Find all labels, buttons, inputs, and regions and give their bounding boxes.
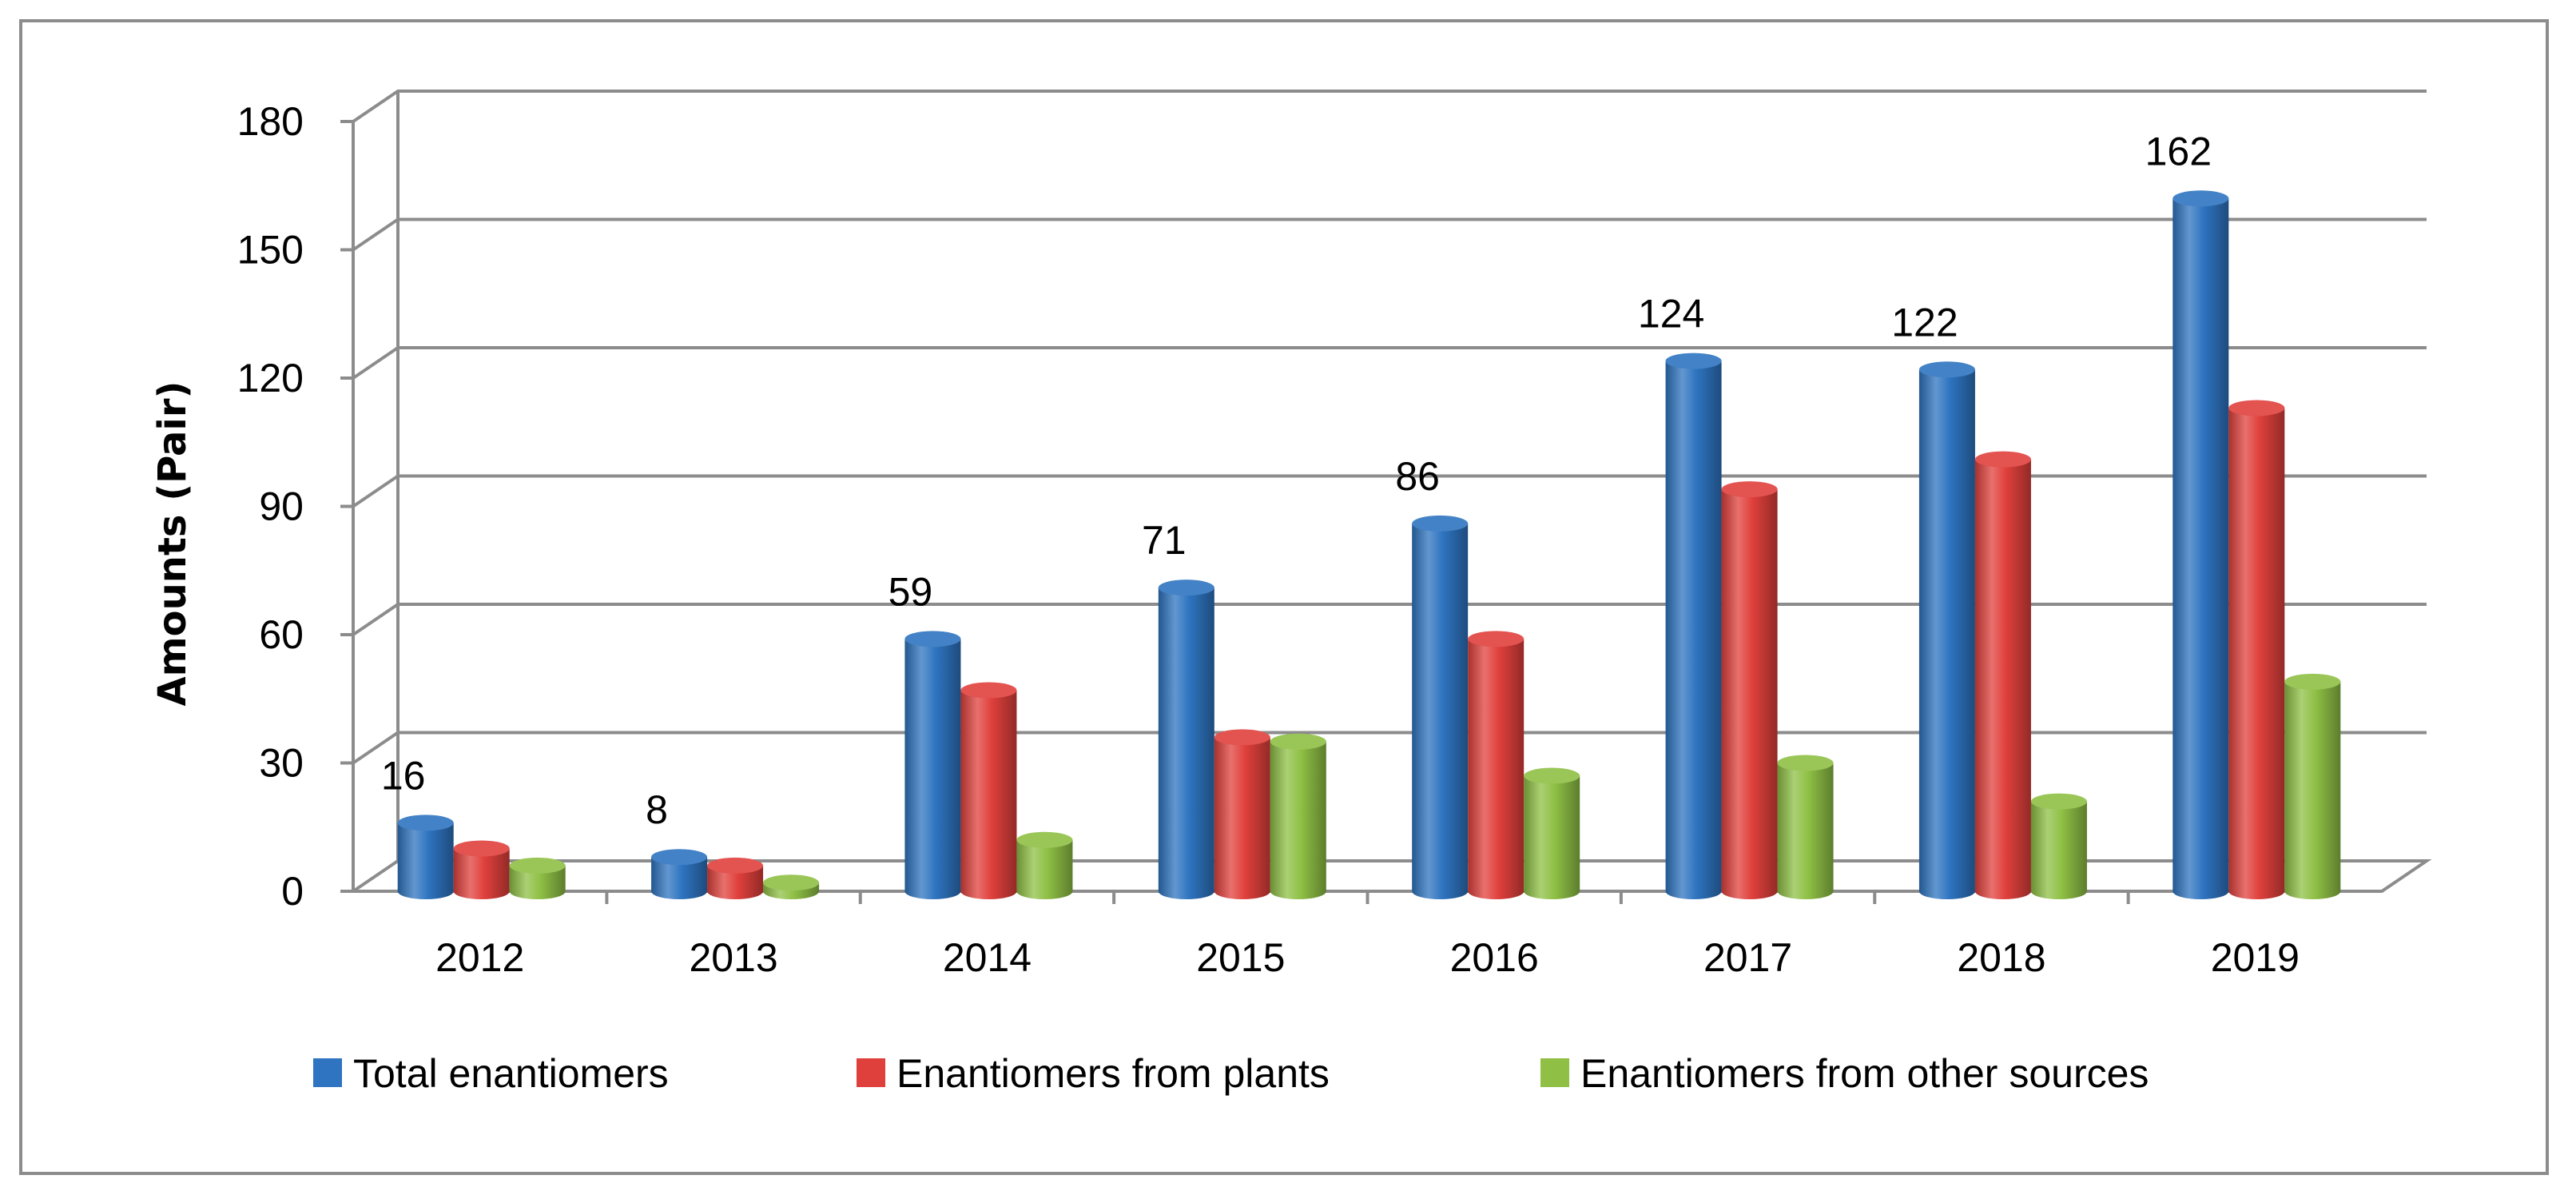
bar-enantiomers-from-plants-2018 — [1974, 451, 2031, 899]
bar-enantiomers-from-plants-2014 — [960, 682, 1017, 899]
x-tick-label-2018: 2018 — [1957, 935, 2045, 980]
bar-enantiomers-from-other-sources-2019 — [2284, 673, 2341, 899]
x-tick-label-2014: 2014 — [943, 935, 1032, 980]
y-tick-label-150: 150 — [237, 228, 304, 273]
bar-total-enantiomers-2019 — [2173, 190, 2229, 900]
bar-total-enantiomers-2017 — [1665, 353, 1722, 900]
legend-swatch — [1540, 1058, 1569, 1087]
y-tick-label-180: 180 — [237, 99, 304, 144]
y-tick-label-0: 0 — [281, 869, 304, 914]
bar-enantiomers-from-plants-2012 — [453, 840, 510, 899]
data-label-2015: 71 — [1142, 518, 1187, 563]
bar-total-enantiomers-2013 — [651, 849, 708, 899]
data-label-2012: 16 — [381, 753, 426, 798]
legend-label: Enantiomers from plants — [896, 1051, 1330, 1096]
y-tick-label-90: 90 — [259, 484, 304, 529]
legend: Total enantiomers Enantiomers from plants… — [313, 1051, 2149, 1096]
bar-enantiomers-from-other-sources-2015 — [1270, 733, 1326, 899]
legend-item-total-enantiomers: Total enantiomers — [313, 1051, 669, 1096]
legend-item-enantiomers-from-plants: Enantiomers from plants — [857, 1051, 1330, 1096]
x-tick-label-2019: 2019 — [2211, 935, 2300, 980]
bar-enantiomers-from-plants-2016 — [1468, 631, 1525, 899]
bar-total-enantiomers-2014 — [904, 631, 961, 899]
gridline-180 — [352, 90, 2427, 123]
x-tick-label-2015: 2015 — [1196, 935, 1285, 980]
y-axis-label: Amounts (Pair) — [150, 381, 195, 707]
bar-enantiomers-from-other-sources-2013 — [763, 874, 820, 899]
gridline-90 — [352, 474, 2427, 508]
x-tick-label-2013: 2013 — [689, 935, 777, 980]
bars — [397, 190, 2341, 900]
legend-label: Total enantiomers — [353, 1051, 669, 1096]
gridlines — [352, 90, 2427, 861]
bar-enantiomers-from-other-sources-2017 — [1777, 755, 1834, 899]
legend-swatch — [857, 1058, 885, 1087]
y-tick-label-60: 60 — [259, 612, 304, 657]
x-tick-label-2016: 2016 — [1450, 935, 1539, 980]
bar-enantiomers-from-plants-2017 — [1721, 481, 1778, 899]
bar-enantiomers-from-other-sources-2018 — [2030, 793, 2087, 899]
chart-frame — [19, 19, 2549, 1175]
data-label-2019: 162 — [2145, 129, 2212, 173]
bar-enantiomers-from-other-sources-2014 — [1016, 831, 1073, 899]
axes: 0 30 60 90 120 150 180 2012 2013 2014 2015 2016 2017… — [237, 99, 2432, 980]
data-labels: 16 8 59 71 86 124 122 162 — [381, 129, 2212, 832]
gridline-60 — [352, 603, 2427, 636]
bar-total-enantiomers-2018 — [1918, 361, 1975, 899]
gridline-120 — [352, 346, 2427, 380]
gridline-150 — [352, 217, 2427, 252]
y-tick-label-30: 30 — [259, 741, 304, 786]
legend-item-enantiomers-from-other-sources: Enantiomers from other sources — [1540, 1051, 2149, 1096]
bar-enantiomers-from-plants-2015 — [1214, 729, 1270, 899]
bar-enantiomers-from-other-sources-2016 — [1524, 767, 1580, 899]
data-label-2013: 8 — [646, 787, 668, 832]
bar-enantiomers-from-plants-2019 — [2228, 400, 2285, 899]
bar-total-enantiomers-2016 — [1412, 515, 1469, 899]
y-tick-label-120: 120 — [237, 356, 304, 400]
data-label-2016: 86 — [1395, 454, 1440, 499]
data-label-2018: 122 — [1891, 300, 1958, 345]
bar-enantiomers-from-plants-2013 — [707, 857, 764, 899]
x-tick-label-2012: 2012 — [435, 935, 524, 980]
legend-swatch — [313, 1058, 342, 1087]
gridline-30 — [352, 731, 2427, 765]
data-label-2014: 59 — [888, 569, 933, 614]
data-label-2017: 124 — [1638, 292, 1704, 337]
legend-label: Enantiomers from other sources — [1580, 1051, 2149, 1096]
bar-enantiomers-from-other-sources-2012 — [509, 857, 566, 899]
x-tick-label-2017: 2017 — [1703, 935, 1792, 980]
bar-total-enantiomers-2015 — [1158, 580, 1214, 899]
bar-total-enantiomers-2012 — [397, 815, 454, 899]
